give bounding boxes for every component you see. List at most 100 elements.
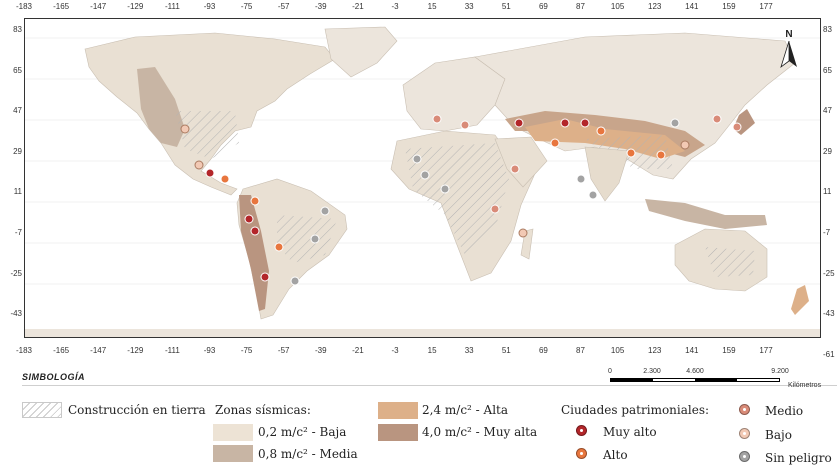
- top-tick: -39: [315, 2, 327, 11]
- seismic-high-swatch: [378, 402, 418, 419]
- city-very-high-label: Muy alto: [603, 425, 657, 439]
- bottom-tick: -147: [90, 346, 107, 355]
- city-medium-label: Medio: [765, 404, 804, 418]
- right-tick: 29: [823, 146, 832, 156]
- bottom-tick: -111: [164, 346, 180, 355]
- map-canvas: [25, 26, 820, 337]
- north-label: N: [785, 29, 793, 40]
- top-tick: -93: [203, 2, 216, 11]
- scale-label-3: 9.200: [771, 368, 789, 375]
- right-tick: 11: [823, 187, 832, 197]
- scale-label-2: 4.600: [686, 368, 704, 375]
- seismic-medium-label: 0,8 m/c² - Media: [258, 447, 358, 461]
- left-tick: 29: [13, 146, 22, 156]
- left-tick: 65: [13, 65, 22, 75]
- greenland: [324, 26, 398, 78]
- bottom-tick: -93: [203, 346, 216, 355]
- indonesia: [645, 199, 767, 229]
- top-tick: -147: [90, 2, 107, 11]
- right-tick: 47: [823, 106, 832, 116]
- scale-bar-segments: [610, 378, 780, 382]
- right-tick: -7: [823, 228, 831, 237]
- right-tick: 65: [823, 65, 832, 75]
- left-tick: -7: [14, 228, 22, 237]
- scale-label-1: 2.300: [643, 368, 661, 375]
- bottom-tick: -21: [352, 346, 364, 355]
- bottom-tick: 33: [464, 346, 474, 355]
- bottom-tick: -165: [53, 346, 70, 355]
- scale-unit: Kilómetros: [788, 382, 822, 389]
- bottom-tick: 105: [610, 346, 625, 355]
- top-tick: 51: [501, 2, 511, 11]
- seismic-low-label: 0,2 m/c² - Baja: [258, 425, 347, 439]
- bottom-tick: 177: [759, 346, 773, 355]
- right-tick: -61: [823, 349, 835, 359]
- bottom-tick: 15: [427, 346, 437, 355]
- left-tick: 83: [13, 25, 22, 34]
- bottom-tick: 69: [538, 346, 548, 355]
- top-tick: -3: [391, 2, 399, 11]
- arabia: [494, 136, 548, 188]
- north-arrow-icon: N: [777, 29, 801, 69]
- north-arrow-shape: [780, 41, 797, 69]
- left-tick: -25: [10, 268, 22, 278]
- andes-seismic: [239, 195, 269, 311]
- seismic-medium-swatch: [213, 445, 253, 462]
- top-tick: -57: [277, 2, 290, 11]
- scale-bar: 0 2.300 4.600 9.200 Kilómetros: [608, 368, 821, 389]
- bottom-tick: 123: [648, 346, 662, 355]
- bottom-tick: -39: [315, 346, 327, 355]
- na-hatch: [175, 111, 239, 159]
- right-tick: -43: [823, 309, 835, 319]
- city-high-marker: [576, 448, 587, 459]
- legend-divider: [22, 385, 837, 386]
- left-tick: -43: [10, 309, 22, 319]
- bottom-tick: -183: [15, 346, 33, 355]
- city-markers: [180, 114, 742, 286]
- top-tick: -111: [164, 2, 180, 11]
- seismic-high-label: 2,4 m/c² - Alta: [422, 403, 509, 417]
- earth-construction-label: Construcción en tierra: [68, 403, 206, 417]
- top-tick: -129: [127, 2, 144, 11]
- bottom-tick: -129: [127, 346, 144, 355]
- bottom-tick: 51: [501, 346, 511, 355]
- top-tick: 141: [685, 2, 699, 11]
- left-tick: 11: [13, 187, 22, 197]
- europe: [402, 56, 506, 132]
- top-tick: 15: [427, 2, 437, 11]
- top-tick: 87: [576, 2, 585, 11]
- top-tick: 159: [722, 2, 736, 11]
- city-none-marker: [739, 451, 750, 462]
- left-tick: 47: [13, 106, 22, 116]
- top-tick: 105: [610, 2, 625, 11]
- top-tick: 123: [648, 2, 662, 11]
- city-none-label: Sin peligro: [765, 451, 832, 465]
- bottom-tick: -57: [277, 346, 290, 355]
- bottom-tick: -3: [391, 346, 399, 355]
- seismic-very-high-swatch: [378, 424, 418, 441]
- earth-construction-swatch: [22, 402, 62, 418]
- antarctica: [25, 329, 820, 337]
- madagascar: [520, 228, 534, 260]
- top-tick: 177: [759, 2, 773, 11]
- city-low-label: Bajo: [765, 428, 792, 442]
- city-high-label: Alto: [603, 448, 628, 462]
- city-very-high-marker: [576, 425, 587, 436]
- sa-hatch: [277, 215, 337, 263]
- legend-title: SIMBOLOGÍA: [22, 372, 85, 382]
- top-tick: -75: [240, 2, 253, 11]
- city-low-marker: [739, 428, 750, 439]
- new-zealand: [791, 285, 809, 315]
- top-tick: -165: [53, 2, 70, 11]
- top-tick: 33: [464, 2, 474, 11]
- top-tick: -21: [352, 2, 364, 11]
- seismic-very-high-label: 4,0 m/c² - Muy alta: [422, 425, 538, 439]
- seismic-heading: Zonas sísmicas:: [215, 403, 311, 417]
- bottom-tick: -75: [240, 346, 253, 355]
- bottom-tick: 141: [685, 346, 699, 355]
- city-medium-marker: [739, 404, 750, 415]
- bottom-tick: 87: [576, 346, 585, 355]
- right-tick: -25: [823, 268, 835, 278]
- africa-hatch: [405, 143, 509, 255]
- right-tick: 83: [823, 25, 832, 34]
